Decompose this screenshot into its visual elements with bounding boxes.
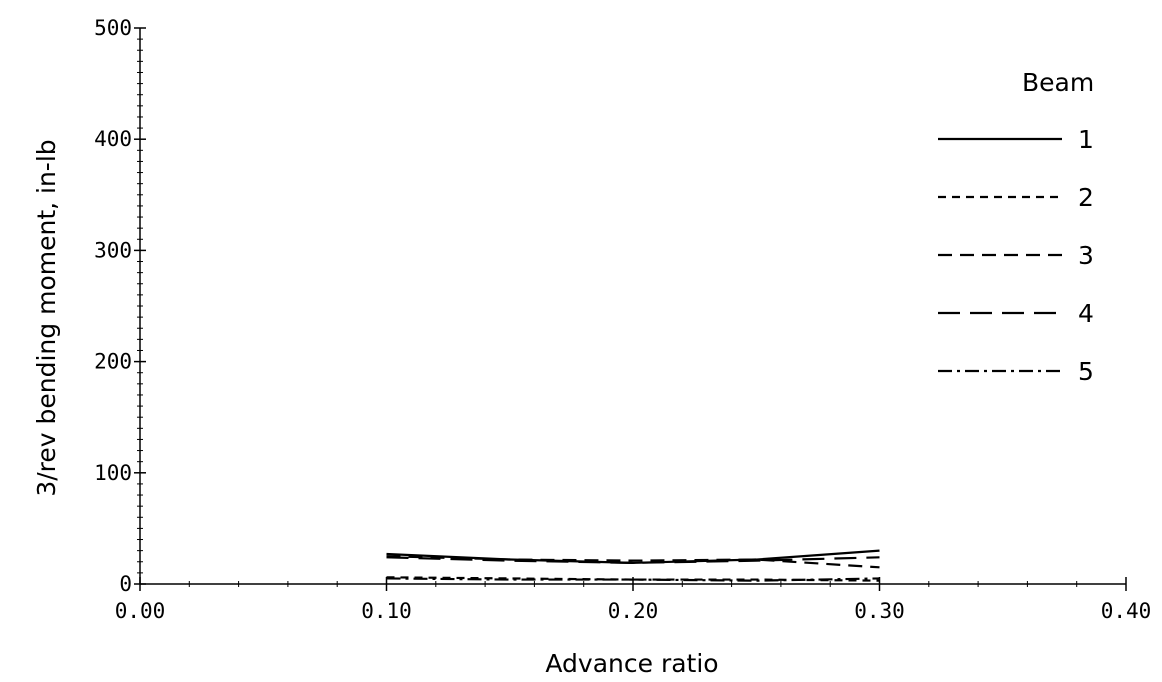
series-lines <box>386 549 880 582</box>
y-tick-label: 300 <box>94 238 132 262</box>
legend-label-3: 3 <box>1078 241 1094 270</box>
x-tick-label: 0.00 <box>115 599 166 623</box>
y-tick-label: 200 <box>94 350 132 374</box>
legend-title: Beam <box>1022 68 1094 97</box>
legend-label-2: 2 <box>1078 183 1094 212</box>
axes <box>139 28 1126 585</box>
series-line-1 <box>386 549 880 564</box>
y-tick-label: 500 <box>94 16 132 40</box>
x-tick-label: 0.40 <box>1101 599 1152 623</box>
tick-labels: 0 100 200 300 400 500 0.00 0.10 0.20 0.30 0.40 <box>94 16 1151 623</box>
series-line-4 <box>386 556 880 564</box>
legend-label-5: 5 <box>1078 357 1094 386</box>
x-tick-label: 0.10 <box>361 599 412 623</box>
y-axis-title: 3/rev bending moment, in-lb <box>32 139 61 496</box>
y-tick-label: 400 <box>94 127 132 151</box>
legend: Beam 1 2 3 4 5 <box>938 68 1094 386</box>
x-tick-label: 0.30 <box>854 599 905 623</box>
y-tick-label: 100 <box>94 461 132 485</box>
minor-ticks <box>134 27 1127 591</box>
x-axis-title: Advance ratio <box>545 649 718 678</box>
x-tick-label: 0.20 <box>608 599 659 623</box>
y-tick-label: 0 <box>119 572 132 596</box>
series-line-3 <box>386 555 880 569</box>
series-line-5 <box>386 577 880 582</box>
legend-label-1: 1 <box>1078 125 1094 154</box>
legend-label-4: 4 <box>1078 299 1094 328</box>
